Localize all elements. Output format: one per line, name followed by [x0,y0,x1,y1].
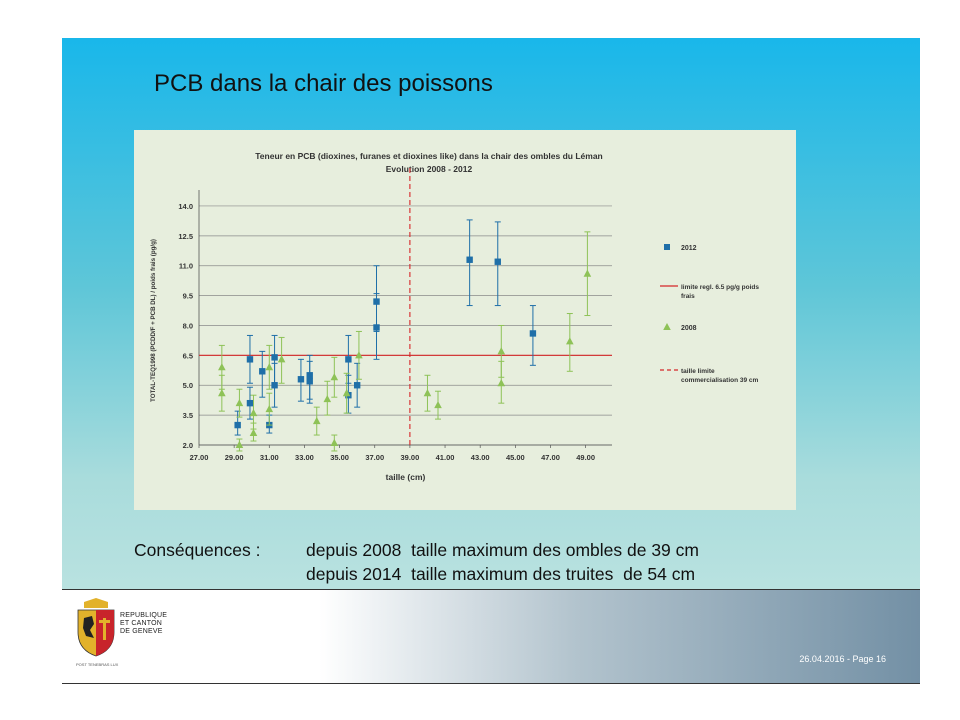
consequences-line-2: depuis 2014 taille maximum des truites d… [306,564,696,584]
legend-label-2008: 2008 [681,325,697,332]
point-2008 [330,373,339,381]
point-2012 [259,368,266,375]
y-tick-label: 2.0 [183,441,193,450]
gov-line-1: REPUBLIQUE [120,612,168,619]
x-tick-label: 49.00 [576,453,595,462]
point-2008 [265,363,274,371]
x-tick-label: 27.00 [190,453,209,462]
consequences-label: Conséquences : [134,540,261,560]
x-tick-label: 47.00 [541,453,560,462]
x-tick-label: 33.00 [295,453,314,462]
point-2012 [353,382,361,389]
legend-marker-2012 [664,244,670,250]
point-2008 [355,351,363,359]
chart-subtitle: Evolution 2008 - 2012 [386,164,473,174]
x-tick-label: 31.00 [260,453,279,462]
x-tick-label: 35.00 [330,453,349,462]
legend-label-limit-1: limite regl. 6.5 pg/g poids [681,284,759,291]
x-tick-label: 41.00 [436,453,455,462]
consequences-row-2: depuis 2014 taille maximum des truites d… [134,562,699,586]
x-tick-label: 37.00 [365,453,384,462]
point-2008 [423,389,432,397]
legend-label-size-limit-2: commercialisation 39 cm [681,377,759,384]
point-2008 [218,389,226,397]
point-2008 [342,389,351,397]
point-2008 [330,438,339,447]
point-2012 [373,324,380,331]
point-2008 [235,440,244,448]
point-2008 [566,337,574,345]
point-2012 [246,399,254,407]
x-tick-label: 45.00 [506,453,525,462]
government-name: REPUBLIQUE ET CANTON DE GENEVE [120,612,167,636]
x-tick-label: 29.00 [225,453,244,462]
slide-background: PCB dans la chair des poissons Teneur en… [62,38,920,589]
point-2008 [583,269,592,277]
y-tick-label: 3.5 [183,411,193,420]
gov-line-2: ET CANTON [120,620,162,627]
point-2012 [297,376,305,383]
point-2008 [497,379,506,387]
y-tick-label: 12.5 [178,232,193,241]
point-2012 [271,354,278,361]
point-2012 [494,258,501,265]
point-2012 [306,378,313,385]
point-2008 [277,355,286,363]
point-2008 [265,404,274,413]
point-2008 [434,400,442,409]
chart-title: Teneur en PCB (dioxines, furanes et diox… [255,151,603,161]
y-tick-label: 11.0 [179,262,193,271]
consequences-line-1: depuis 2008 taille maximum des ombles de… [306,540,699,560]
point-2012 [234,421,241,429]
legend-label-size-limit-1: taille limite [681,368,715,375]
gov-line-3: DE GENEVE [120,628,163,635]
point-2012 [529,330,537,337]
y-axis-label: TOTAL-TEQ1998 (PCDD/F + PCB DL) / poids … [150,239,157,402]
y-tick-label: 8.0 [183,321,193,330]
x-axis-label: taille (cm) [386,472,426,482]
x-tick-label: 39.00 [401,453,420,462]
legend-label-2012: 2012 [681,245,697,252]
point-2008 [235,398,244,407]
y-tick-label: 6.5 [183,351,193,360]
page-info: 26.04.2016 - Page 16 [799,654,886,664]
y-tick-label: 14.0 [178,202,193,211]
consequences-row-1: Conséquences : depuis 2008 taille maximum… [134,538,699,562]
x-tick-label: 43.00 [471,453,490,462]
slide-title: PCB dans la chair des poissons [154,70,493,97]
geneva-crest-icon [77,598,115,657]
point-2008 [312,416,321,425]
point-2008 [249,428,258,437]
point-2008 [218,363,226,371]
pcb-chart: Teneur en PCB (dioxines, furanes et diox… [150,151,759,482]
point-2008 [497,347,506,355]
point-2012 [246,356,254,363]
gov-motto: POST TENEBRAS LUX [76,662,119,667]
point-2008 [249,408,258,417]
y-tick-label: 5.0 [183,381,193,390]
point-2012 [271,382,278,389]
footer-bar: REPUBLIQUE ET CANTON DE GENEVE POST TENE… [62,589,920,684]
y-tick-label: 9.5 [183,292,193,301]
consequences-block: Conséquences : depuis 2008 taille maximum… [134,538,699,586]
chart-panel: Teneur en PCB (dioxines, furanes et diox… [134,130,796,510]
legend-label-limit-2: frais [681,293,695,300]
legend-marker-2008 [663,323,671,330]
point-2008 [323,394,332,403]
point-2012 [466,256,473,263]
point-2012 [345,356,352,363]
